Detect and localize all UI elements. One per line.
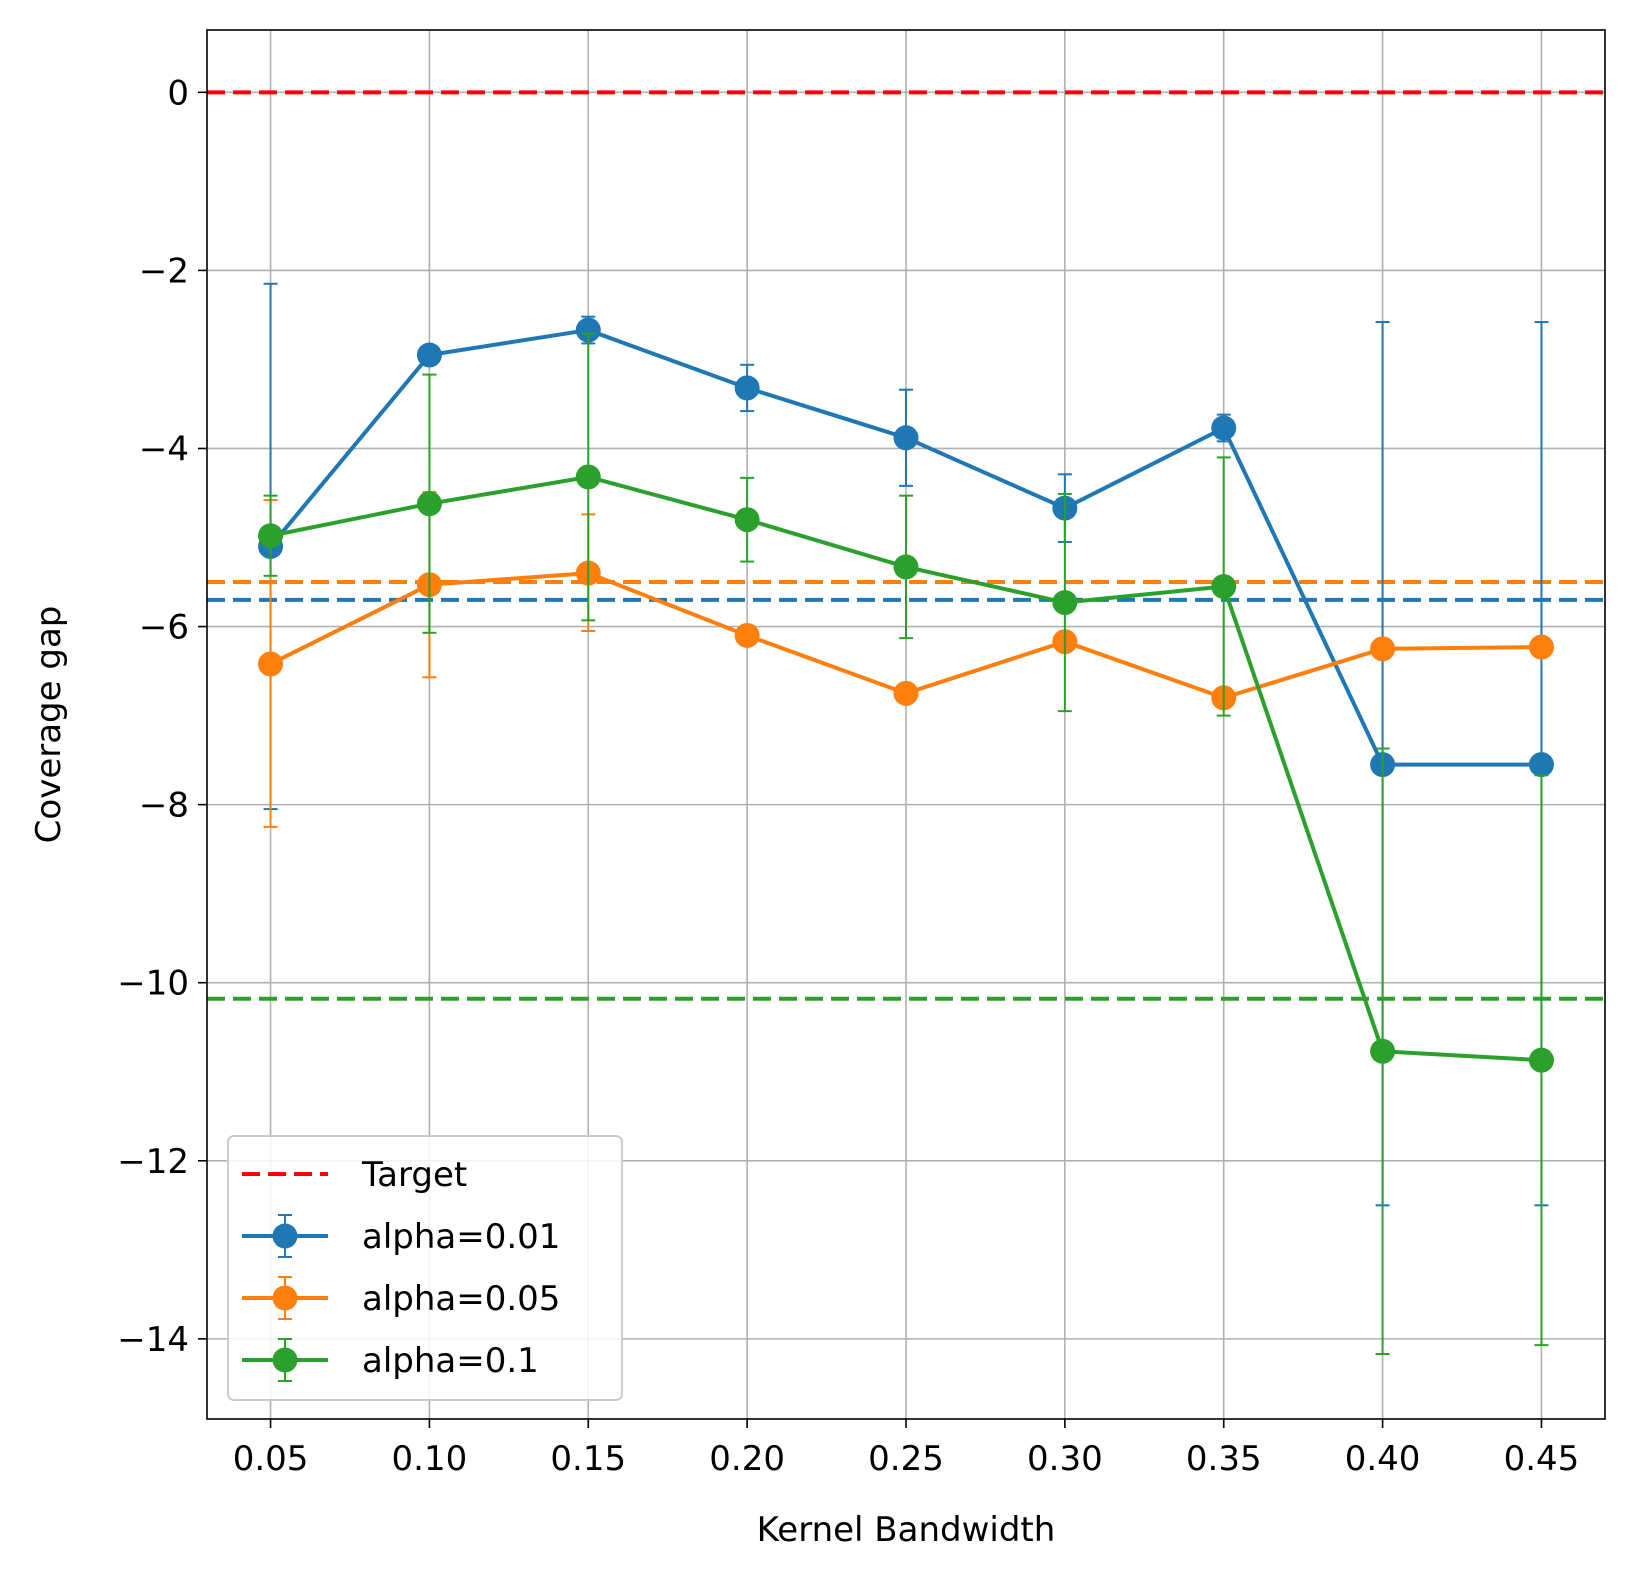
y-tick-label: −10 (117, 964, 189, 1004)
y-tick-label: −4 (139, 429, 189, 469)
data-point (1370, 1038, 1396, 1064)
legend-marker (272, 1223, 298, 1249)
x-tick-label: 0.25 (868, 1439, 944, 1479)
y-axis-label: Coverage gap (29, 606, 69, 844)
series (258, 332, 1554, 1356)
y-tick-label: −14 (117, 1320, 189, 1360)
data-point (1528, 1047, 1554, 1073)
data-point (575, 317, 601, 343)
grid (207, 30, 1605, 1419)
x-axis-label: Kernel Bandwidth (757, 1510, 1056, 1550)
y-tick-label: −8 (139, 786, 189, 826)
x-tick-label: 0.30 (1027, 1439, 1103, 1479)
data-point (1211, 573, 1237, 599)
y-axis: 0 −2 −4 −6 −8 −10 −12 −14 (117, 73, 207, 1360)
legend-box (227, 1135, 623, 1401)
data-point (734, 622, 760, 648)
data-point (575, 464, 601, 490)
legend: Target alpha=0.01 alpha=0.05 alpha=0.1 (227, 1135, 623, 1401)
data-point (734, 375, 760, 401)
x-axis: 0.05 0.10 0.15 0.20 0.25 0.30 0.35 0.40 0.45 (233, 1419, 1580, 1479)
legend-label: Target (361, 1155, 467, 1195)
x-tick-label: 0.05 (233, 1439, 309, 1479)
data-point (1370, 636, 1396, 662)
legend-label: alpha=0.05 (362, 1279, 560, 1319)
data-point (893, 425, 919, 451)
data-point (893, 554, 919, 580)
legend-label: alpha=0.01 (362, 1217, 560, 1257)
legend-label: alpha=0.1 (362, 1341, 539, 1381)
y-tick-label: 0 (167, 73, 189, 113)
data-point (1211, 415, 1237, 441)
y-tick-label: −12 (117, 1142, 189, 1182)
data-point (1528, 634, 1554, 660)
x-tick-label: 0.10 (392, 1439, 468, 1479)
y-tick-label: −6 (139, 608, 189, 648)
data-point (416, 342, 442, 368)
data-point (734, 507, 760, 533)
data-point (258, 523, 284, 549)
data-point (416, 491, 442, 517)
x-tick-label: 0.40 (1345, 1439, 1421, 1479)
y-tick-label: −2 (139, 251, 189, 291)
series (258, 491, 1554, 828)
x-tick-label: 0.15 (550, 1439, 626, 1479)
series-layer (258, 282, 1554, 1356)
legend-marker (272, 1285, 298, 1311)
legend-marker (272, 1347, 298, 1373)
x-tick-label: 0.35 (1186, 1439, 1262, 1479)
data-point (258, 651, 284, 677)
data-point (1052, 590, 1078, 616)
x-tick-label: 0.20 (709, 1439, 785, 1479)
data-point (1528, 752, 1554, 778)
x-tick-label: 0.45 (1504, 1439, 1580, 1479)
data-point (893, 680, 919, 706)
